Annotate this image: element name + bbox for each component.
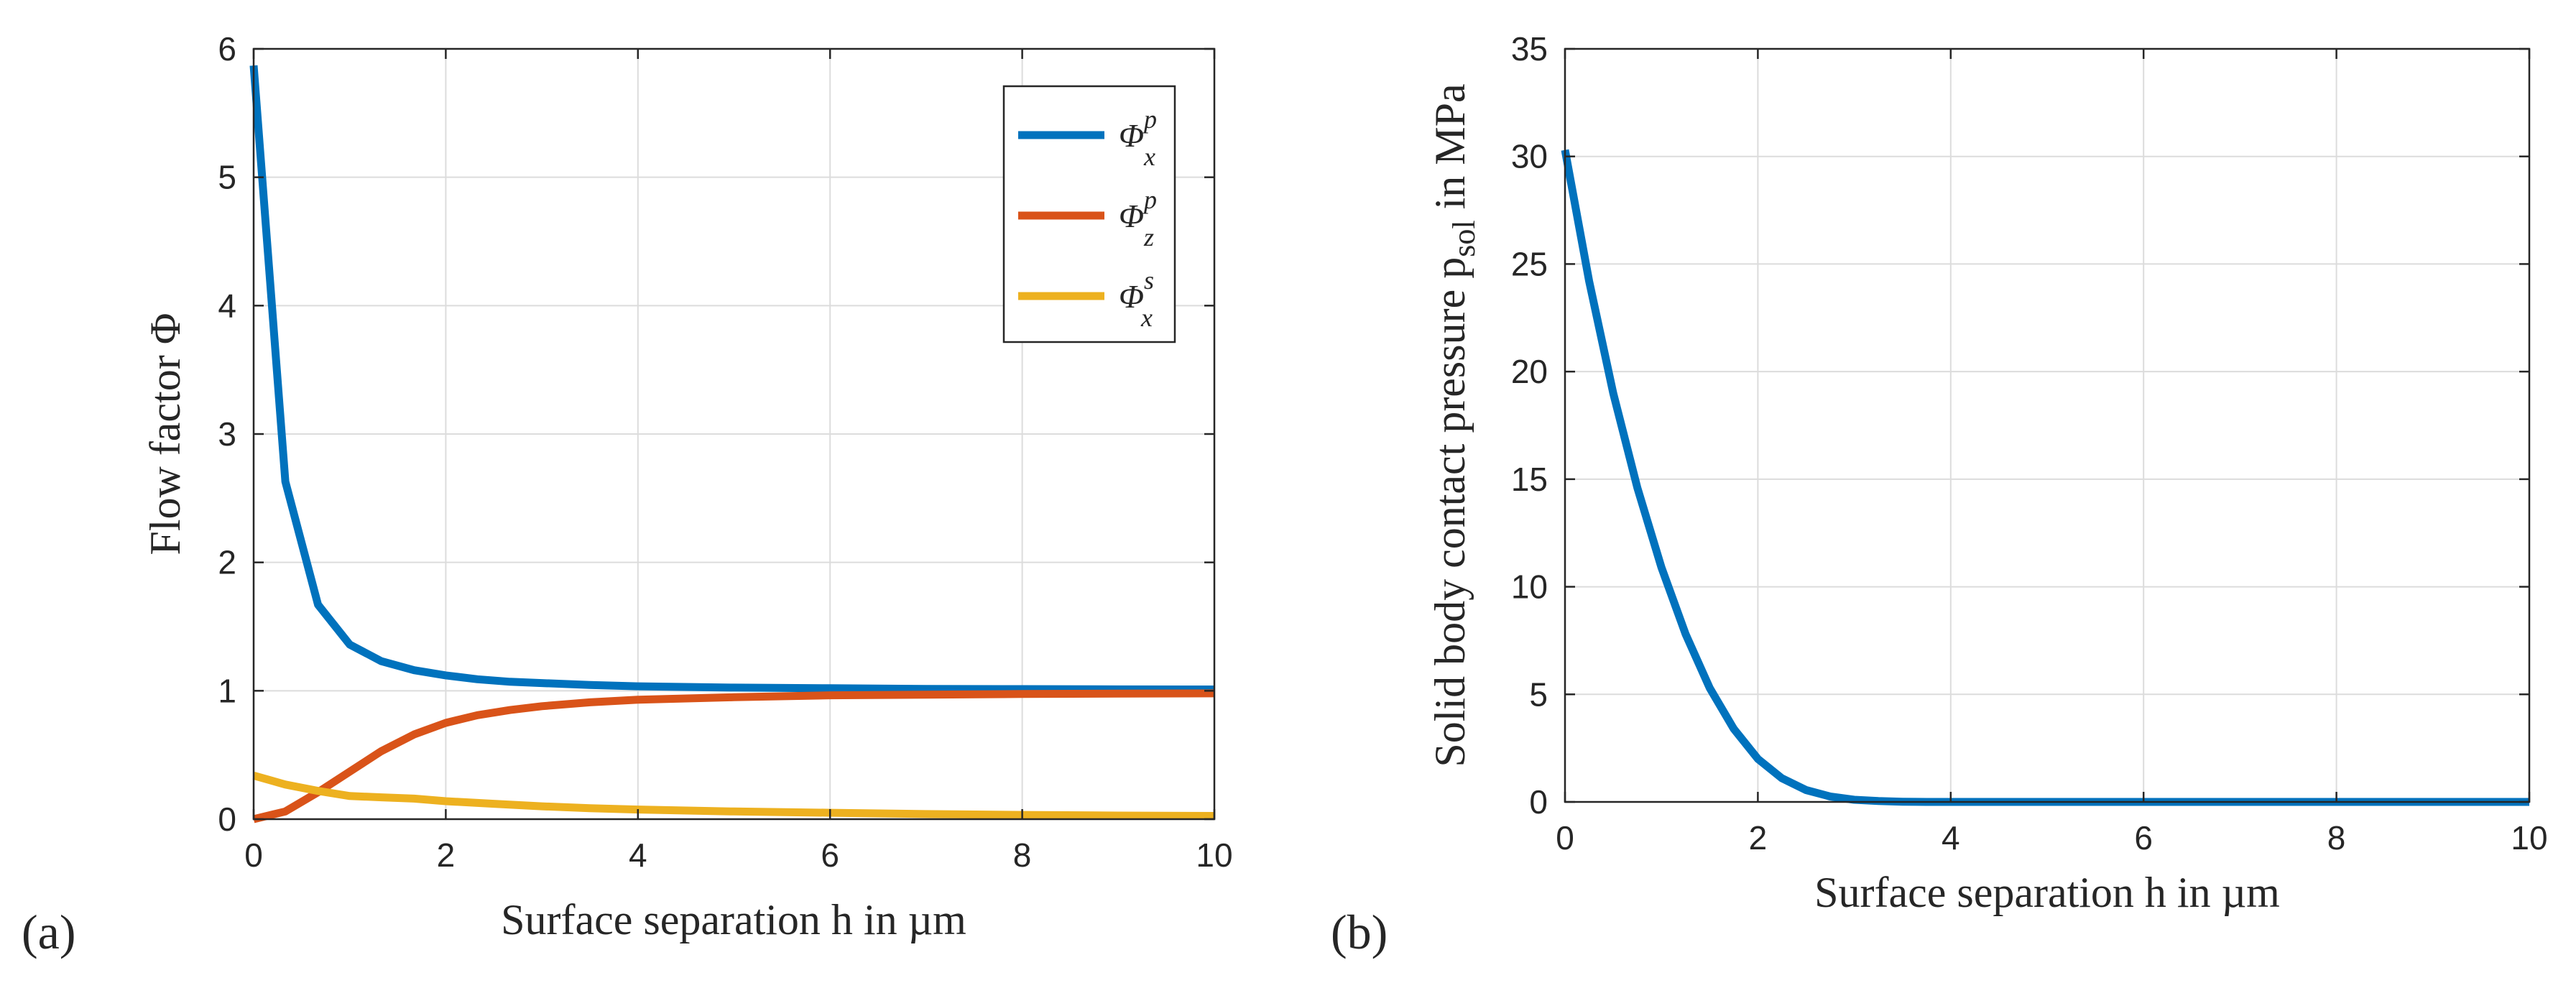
series-line-0-1 — [252, 689, 1215, 823]
y-tick-label: 5 — [1529, 675, 1548, 713]
x-tick-label: 6 — [2134, 819, 2153, 857]
x-tick-label: 2 — [437, 836, 456, 874]
axes-box-b — [1564, 47, 2531, 803]
y-axis-label-a: Flow factor Φ — [142, 313, 189, 555]
series-line-0-0 — [249, 65, 1215, 693]
y-tick-label: 6 — [218, 30, 236, 68]
x-tick-label: 4 — [1942, 819, 1960, 857]
y-tick-label: 15 — [1511, 461, 1548, 498]
x-tick-label: 4 — [629, 836, 647, 874]
ticks-a: 0 2 4 6 8 10 0 1 2 3 4 5 6 — [218, 30, 1232, 874]
y-tick-label: 35 — [1511, 30, 1548, 68]
y-tick-label: 4 — [218, 287, 236, 324]
grid-b — [1565, 49, 2529, 802]
series-line-1-0 — [1561, 149, 2529, 806]
y-axis-label-sub: sol — [1446, 220, 1482, 257]
y-tick-label: 1 — [218, 672, 236, 709]
y-tick-label: 30 — [1511, 138, 1548, 175]
y-tick-label: 10 — [1511, 568, 1548, 606]
x-tick-label: 8 — [2327, 819, 2346, 857]
y-tick-label: 25 — [1511, 245, 1548, 282]
y-tick-label: 2 — [218, 544, 236, 581]
panel-label-b: (b) — [1331, 905, 1388, 959]
legend-entry: Φp z — [1119, 185, 1157, 251]
y-tick-label: 0 — [1529, 783, 1548, 821]
chart-flow-factor: 0 2 4 6 8 10 0 1 2 3 4 5 6 Surface separation h in µ… — [22, 30, 1233, 959]
series-b — [1561, 149, 2529, 806]
panel-label-a: (a) — [22, 905, 75, 959]
y-axis-label-suffix: in MPa — [1426, 83, 1474, 220]
chart-contact-pressure: 0 2 4 6 8 10 0 5 10 15 20 25 30 35 Surface separation… — [1331, 30, 2548, 959]
x-tick-label: 8 — [1013, 836, 1032, 874]
y-tick-label: 0 — [218, 800, 236, 838]
x-axis-label-a: Surface separation h in µm — [501, 896, 966, 943]
series-line-0-2 — [252, 772, 1215, 820]
legend-entry: Φs x — [1119, 266, 1154, 332]
y-tick-label: 3 — [218, 415, 236, 453]
ticks-b: 0 2 4 6 8 10 0 5 10 15 20 25 30 35 — [1511, 30, 2548, 857]
series-a — [249, 65, 1215, 823]
y-axis-label-main: Solid body contact pressure p — [1426, 257, 1474, 767]
y-tick-label: 20 — [1511, 353, 1548, 390]
x-tick-label: 10 — [2511, 819, 2547, 857]
x-tick-label: 0 — [1556, 819, 1574, 857]
x-tick-label: 0 — [244, 836, 263, 874]
y-axis-label-b: Solid body contact pressure psol in MPa — [1426, 83, 1482, 767]
y-tick-label: 5 — [218, 159, 236, 196]
x-tick-label: 10 — [1196, 836, 1232, 874]
legend: Φp x Φp z Φs x — [1002, 85, 1176, 343]
x-tick-label: 2 — [1749, 819, 1768, 857]
x-tick-label: 6 — [821, 836, 839, 874]
legend-entry: Φp x — [1119, 105, 1157, 171]
x-axis-label-b: Surface separation h in µm — [1814, 869, 2280, 916]
